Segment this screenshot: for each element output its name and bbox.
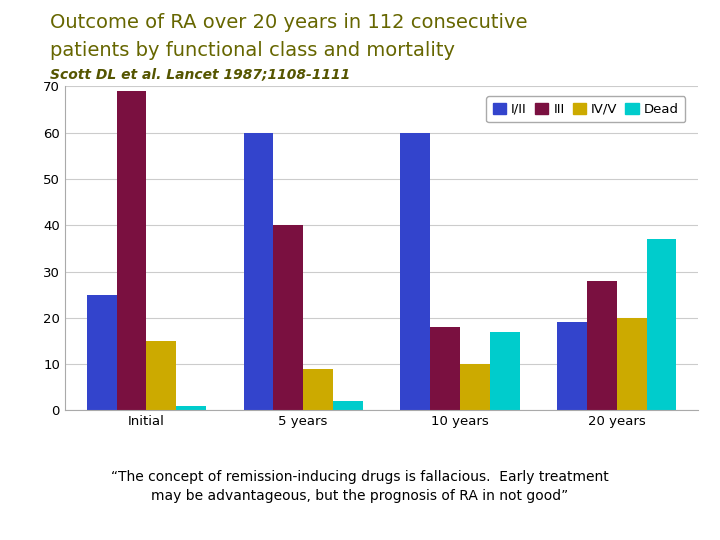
Bar: [617, 318, 647, 410]
Bar: [243, 133, 274, 410]
Bar: [146, 341, 176, 410]
Text: Scott DL et al. Lancet 1987;1108-1111: Scott DL et al. Lancet 1987;1108-1111: [50, 68, 351, 82]
Bar: [587, 281, 617, 410]
Bar: [176, 406, 206, 410]
Bar: [400, 133, 431, 410]
Text: patients by functional class and mortality: patients by functional class and mortali…: [50, 40, 455, 59]
Text: Outcome of RA over 20 years in 112 consecutive: Outcome of RA over 20 years in 112 conse…: [50, 14, 528, 32]
Text: “The concept of remission-inducing drugs is fallacious.  Early treatment
may be : “The concept of remission-inducing drugs…: [111, 470, 609, 503]
Bar: [647, 239, 677, 410]
Bar: [431, 327, 460, 410]
Bar: [460, 364, 490, 410]
Bar: [303, 369, 333, 410]
Bar: [117, 91, 146, 410]
Bar: [86, 295, 117, 410]
Bar: [490, 332, 520, 410]
Bar: [333, 401, 363, 410]
Bar: [557, 322, 587, 410]
Legend: I/II, III, IV/V, Dead: I/II, III, IV/V, Dead: [486, 96, 685, 123]
Bar: [274, 225, 303, 410]
